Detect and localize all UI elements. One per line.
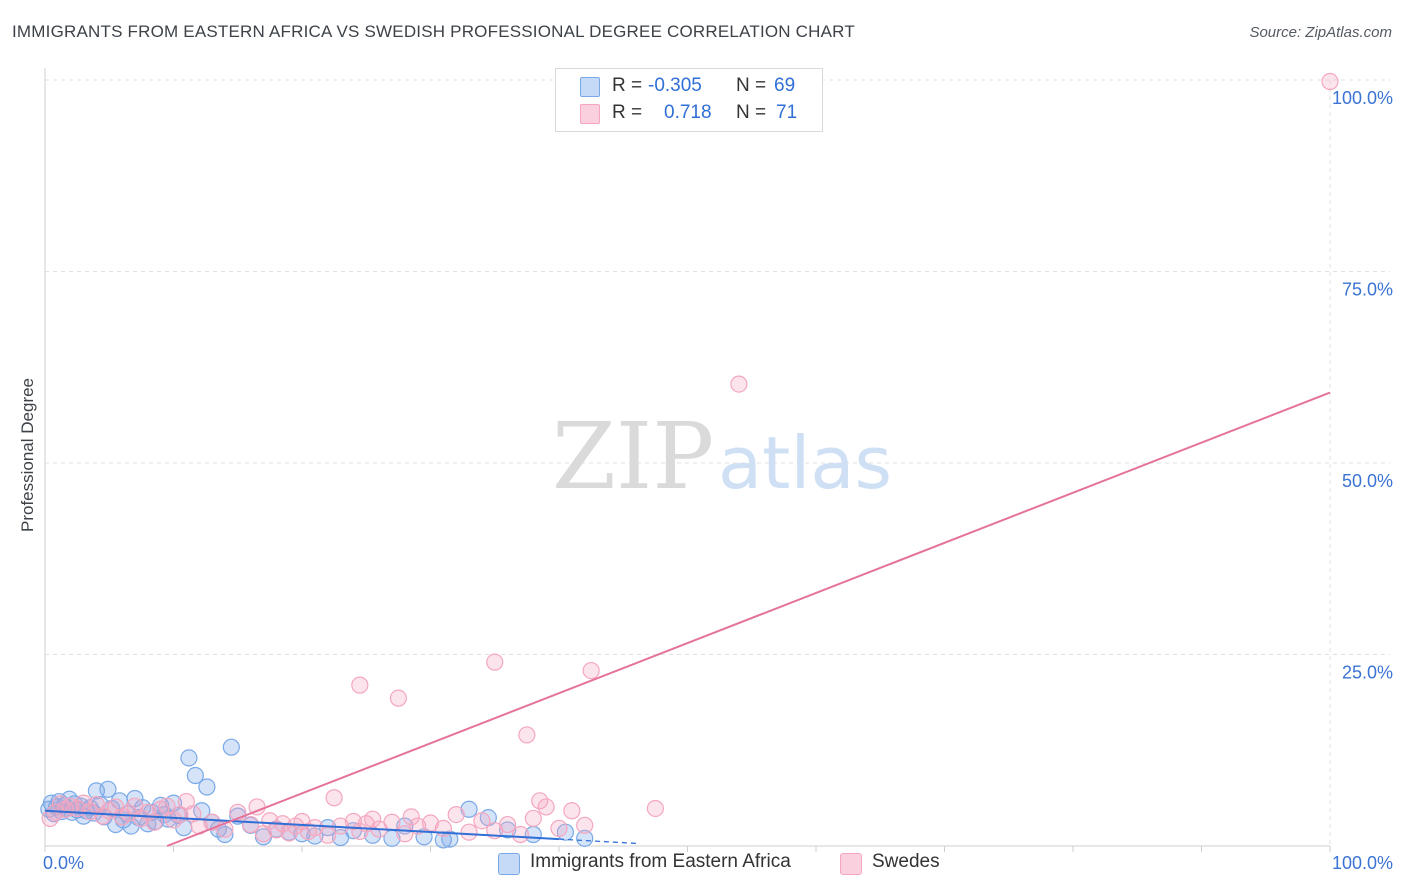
legend-r-value: -0.305 <box>648 75 702 96</box>
legend-swatch-eastern-africa <box>580 77 600 97</box>
eastern-africa-point <box>576 829 594 847</box>
legend-r-value: 0.718 <box>664 102 712 123</box>
swedes-point <box>389 689 407 707</box>
eastern-africa-point <box>460 800 478 818</box>
eastern-africa-point <box>180 749 198 767</box>
swedes-point <box>511 825 530 844</box>
legend-n-label: N = <box>736 75 767 96</box>
swedes-point <box>158 797 176 815</box>
swedes-point <box>576 816 594 834</box>
bottom-legend-label: Swedes <box>872 851 940 872</box>
swedes-point <box>383 813 401 831</box>
swedes-point <box>524 809 542 828</box>
bottom-legend-label: Immigrants from Eastern Africa <box>530 851 791 872</box>
legend-n-value: 71 <box>776 102 798 123</box>
swedes-point <box>537 798 555 816</box>
swedes-point <box>518 726 536 744</box>
swedes-point <box>1321 72 1339 91</box>
watermark: ZIP atlas <box>552 403 892 510</box>
swedes-point <box>132 809 150 828</box>
y-tick-label: 100.0% <box>1332 88 1393 108</box>
bottom-swatch-swedes <box>840 853 862 875</box>
legend-r-label: R = <box>612 102 643 123</box>
swedes-point <box>81 802 99 821</box>
legend-r-label: R = <box>612 75 643 96</box>
eastern-africa-point <box>222 738 240 756</box>
eastern-africa-point <box>216 825 234 844</box>
y-tick-label: 75.0% <box>1342 280 1393 300</box>
swedes-point <box>325 789 343 807</box>
swedes-point <box>486 653 504 671</box>
eastern-africa-point <box>441 830 459 848</box>
swedes-trend-line <box>166 391 1331 847</box>
source-label: Source: ZipAtlas.com <box>1249 24 1392 41</box>
eastern-africa-trend-line <box>44 809 560 841</box>
swedes-point <box>306 819 324 837</box>
swedes-point <box>473 812 491 830</box>
swedes-point <box>447 805 465 824</box>
eastern-africa-point <box>198 778 216 796</box>
chart-title: IMMIGRANTS FROM EASTERN AFRICA VS SWEDIS… <box>12 22 855 41</box>
axes <box>44 68 1331 852</box>
swedes-point <box>730 375 748 393</box>
eastern-africa-trend-line-extension <box>558 838 637 845</box>
legend-n-label: N = <box>736 102 767 123</box>
swedes-point <box>499 815 517 834</box>
swedes-point <box>119 804 138 822</box>
watermark-zip: ZIP <box>552 403 714 510</box>
y-tick-label: 50.0% <box>1342 471 1393 491</box>
eastern-africa-point <box>186 766 204 785</box>
bottom-swatch-eastern-africa <box>498 853 520 875</box>
trend-lines <box>44 391 1331 847</box>
swedes-point <box>267 821 285 839</box>
swedes-point <box>409 817 427 835</box>
swedes-point <box>582 661 600 680</box>
swedes-point <box>261 812 279 830</box>
swedes-point <box>563 802 581 820</box>
eastern-africa-point <box>499 821 517 839</box>
swedes-point <box>646 799 664 818</box>
swedes-point <box>242 815 260 834</box>
x-tick-label: 0.0% <box>43 853 84 873</box>
legend-swatch-swedes <box>580 104 600 124</box>
swedes-point <box>344 812 362 831</box>
x-tick-label: 100.0% <box>1332 853 1393 873</box>
swedes-point <box>550 819 568 837</box>
stats-legend: R = -0.305 N = 69 R = 0.718 N = 71 <box>555 68 823 132</box>
grid-lines <box>45 79 1390 846</box>
legend-n-value: 69 <box>774 75 796 96</box>
swedes-point <box>531 792 549 810</box>
y-tick-label: 25.0% <box>1342 663 1393 683</box>
tick-labels: 25.0% 50.0% 75.0% 100.0% 0.0% 100.0% <box>43 88 1393 873</box>
swedes-point <box>364 810 382 828</box>
watermark-atlas: atlas <box>718 421 892 505</box>
data-points <box>40 72 1339 849</box>
swedes-point <box>351 676 369 694</box>
eastern-africa-point <box>99 780 117 798</box>
swedes-point <box>402 808 420 826</box>
swedes-point <box>460 823 478 841</box>
